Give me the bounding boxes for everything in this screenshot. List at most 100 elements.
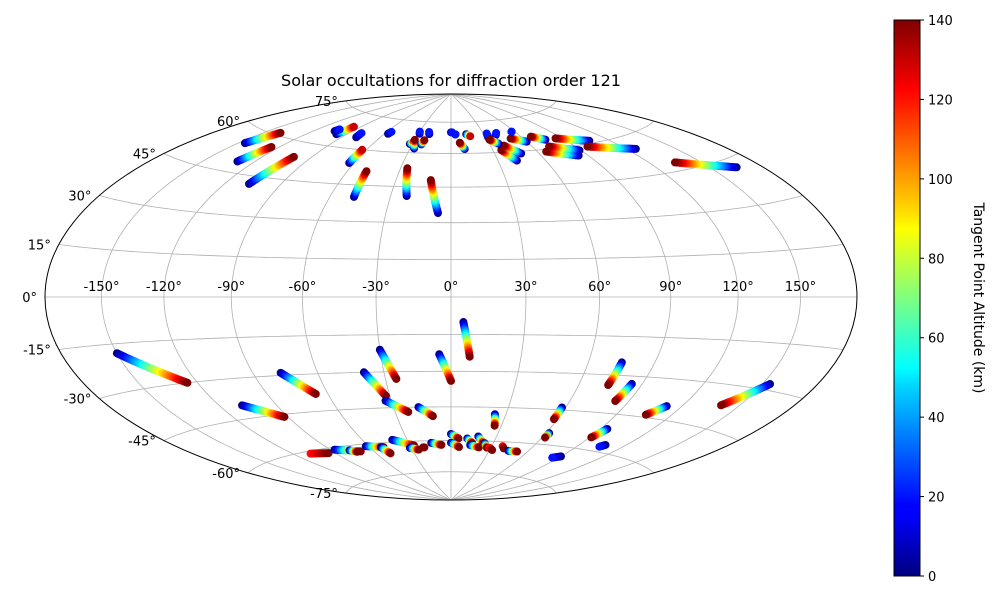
occultation-track [455,138,469,154]
occultation-track [491,128,501,140]
map-boundary [44,93,858,501]
colorbar-tick-label: 120 [928,93,953,108]
occultation-track [526,132,550,144]
occultation-track [595,440,610,451]
occultation-track [345,446,362,456]
occultation-track [402,164,412,201]
longitude-tick-label: -60° [289,280,317,295]
occultation-track [549,403,566,424]
occultation-track [352,129,366,142]
occultation-point [403,164,412,173]
occultation-track [604,358,626,390]
occultation-point [183,378,192,387]
latitude-tick-label: -45° [128,435,156,450]
occultation-point [420,443,429,452]
occultation-track [375,345,401,383]
latitude-tick-label: -75° [310,487,338,502]
meridian-line [450,94,601,500]
colorbar-tick-label: 40 [928,411,945,426]
occultation-track [506,134,531,146]
latitude-tick-label: 45° [133,147,156,162]
longitude-tick-label: -30° [362,280,390,295]
occultation-track [276,368,320,398]
colorbar-gradient [893,19,921,577]
colorbar-tick-label: 20 [928,491,945,506]
longitude-tick-label: 0° [444,280,459,295]
occultation-point [387,127,396,136]
occultation-point [466,132,475,141]
colorbar-ticks: 0 20 40 60 80 100 120 140 [920,14,953,585]
occultation-track [238,401,289,421]
longitude-tick-label: 150° [785,280,816,295]
occultation-point [474,443,483,452]
longitude-tick-label: -120° [146,280,182,295]
longitude-tick-label: 90° [659,280,682,295]
occultation-point [717,401,726,410]
occultation-track [359,368,390,401]
colorbar-tick-label: 100 [928,173,953,188]
occultation-point [357,129,366,138]
occultation-track [717,380,775,410]
occultation-track [349,167,371,201]
latitude-tick-label: -15° [23,344,51,359]
occultation-point [611,397,620,406]
occultation-point [386,449,395,458]
occultation-tracks [112,122,775,462]
latitude-tick-label: -30° [64,393,92,408]
occultation-point [541,433,550,442]
occultation-point [549,415,558,424]
occultation-point [506,134,515,143]
occultation-point [490,421,499,430]
occultation-point [641,410,650,419]
occultation-point [404,407,413,416]
occultation-point [455,138,464,147]
occultation-track [112,349,192,387]
latitude-tick-label: 30° [68,190,91,205]
longitude-tick-label: 30° [514,280,537,295]
occultation-track [410,135,419,153]
occultation-track [462,130,475,141]
occultation-track [507,127,516,136]
longitude-tick-labels: -150° -120° -90° -60° -30° 0° 30° 60° 90° 120° 150… [83,280,816,295]
occultation-point [410,135,419,144]
occultation-point [437,440,446,449]
occultation-point [276,128,285,137]
occultation-point [492,128,501,137]
occultation-track [541,429,554,442]
latitude-tick-label: 75° [315,95,338,110]
occultation-point [548,453,557,462]
occultation-point [324,449,333,458]
occultation-point [454,434,463,443]
occultation-point [485,135,494,144]
occultation-point [289,152,298,161]
occultation-point [670,158,679,167]
occultation-track [419,443,429,452]
occultation-point [595,442,604,451]
latitude-tick-label: 15° [28,238,51,253]
occultation-point [428,412,437,421]
meridian-line [230,94,452,500]
latitude-tick-labels: -75° -60° -45° -30° -15° 0° 15° 30° 45° 60° 75° [22,95,338,502]
occultation-track [498,442,508,453]
occultation-track [330,125,344,136]
occultation-point [425,127,434,136]
occultation-track [233,142,276,166]
occultation-track [551,134,594,145]
occultation-point [545,142,554,151]
occultation-point [583,142,592,151]
colorbar-tick-label: 60 [928,332,945,347]
occultation-point [353,447,362,456]
occultation-track [415,127,424,138]
occultation-point [507,127,516,136]
occultation-track [451,130,460,139]
chart-title: Solar occultations for diffraction order… [281,71,621,90]
colorbar-label: Tangent Point Altitude (km) [970,201,986,393]
meridian-line [450,94,527,500]
meridian-line [101,94,452,500]
occultation-point [349,122,358,131]
occultation-track [384,127,396,138]
occultation-point [604,381,613,390]
occultation-track [447,438,464,452]
occultation-track [466,441,483,452]
